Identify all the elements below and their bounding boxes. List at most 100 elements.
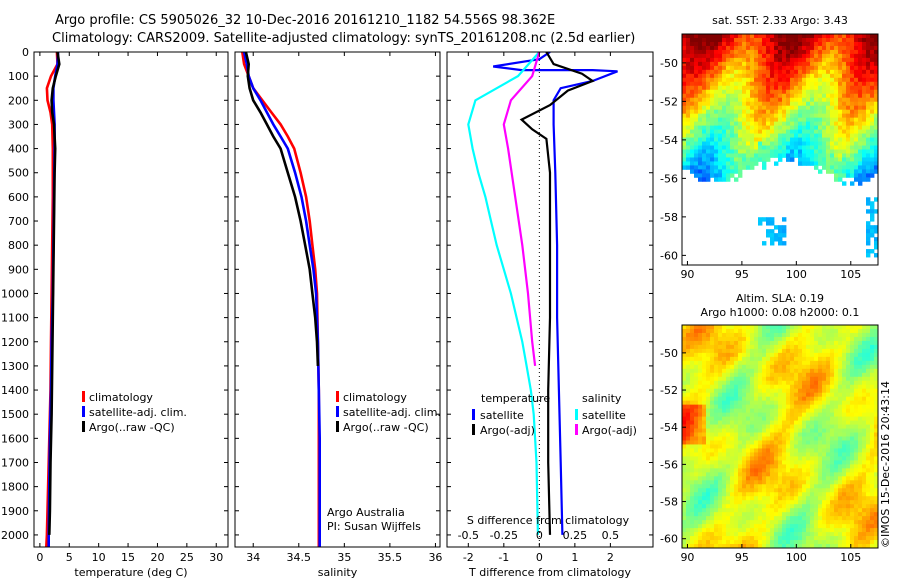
difference-xtick-label: -1 bbox=[498, 551, 509, 564]
map-ytick-label: -54 bbox=[660, 421, 678, 434]
depth-tick-label: 900 bbox=[8, 263, 29, 276]
legend-swatch bbox=[575, 409, 578, 420]
legend-label: Argo(..raw -QC) bbox=[89, 421, 175, 434]
legend-label: Argo(-adj) bbox=[480, 424, 535, 437]
legend-swatch bbox=[472, 424, 475, 435]
legend-swatch bbox=[336, 406, 339, 417]
legend-label: satellite-adj. clim. bbox=[343, 406, 441, 419]
sst-map-title: sat. SST: 2.33 Argo: 3.43 bbox=[712, 14, 848, 27]
depth-tick-label: 1800 bbox=[1, 481, 29, 494]
top-axis-tick-label: 0 bbox=[536, 529, 543, 542]
difference-frame bbox=[446, 51, 654, 548]
difference-panel: -2 -1 0 1 2 T difference from climatology S di… bbox=[446, 51, 654, 579]
map-xtick-label: 95 bbox=[735, 551, 749, 564]
legend-swatch bbox=[82, 391, 85, 402]
difference-xtick-label: 1 bbox=[571, 551, 578, 564]
legend-swatch bbox=[82, 406, 85, 417]
difference-xtick-label: -2 bbox=[463, 551, 474, 564]
temperature-xtick-label: 10 bbox=[92, 551, 106, 564]
legend-swatch bbox=[336, 421, 339, 432]
salinity-panel: 34 34.5 35 35.5 36 salinity climatology satelli… bbox=[234, 51, 442, 579]
salinity-xlabel: salinity bbox=[318, 566, 358, 579]
map-xtick-label: 105 bbox=[840, 551, 861, 564]
sst-map: sat. SST: 2.33 Argo: 3.43 90 95 100 105 -50 -… bbox=[660, 14, 879, 281]
legend-label: satellite-adj. clim. bbox=[89, 406, 187, 419]
difference-xtick-label: 0 bbox=[536, 551, 543, 564]
depth-tick-label: 1100 bbox=[1, 312, 29, 325]
sla-map-frame bbox=[681, 324, 879, 549]
legend-label: Argo(..raw -QC) bbox=[343, 421, 429, 434]
top-axis-tick-label: -0.5 bbox=[458, 529, 479, 542]
salinity-xtick-label: 35 bbox=[337, 551, 351, 564]
depth-tick-label: 200 bbox=[8, 94, 29, 107]
difference-series-1 bbox=[519, 52, 595, 535]
legend-swatch bbox=[82, 421, 85, 432]
map-ytick-label: -54 bbox=[660, 134, 678, 147]
map-ytick-label: -60 bbox=[660, 533, 678, 546]
sst-map-frame bbox=[681, 33, 879, 266]
depth-tick-label: 1500 bbox=[1, 408, 29, 421]
title-line-2: Climatology: CARS2009. Satellite-adjuste… bbox=[52, 31, 635, 46]
temperature-frame bbox=[33, 51, 229, 548]
temperature-xtick-label: 25 bbox=[180, 551, 194, 564]
map-ytick-label: -52 bbox=[660, 384, 678, 397]
depth-tick-label: 1200 bbox=[1, 336, 29, 349]
top-axis-tick-label: 0.25 bbox=[563, 529, 588, 542]
difference-series-0 bbox=[493, 52, 618, 535]
map-ytick-label: -58 bbox=[660, 211, 678, 224]
legend-swatch bbox=[336, 391, 339, 402]
title-line-1: Argo profile: CS 5905026_32 10-Dec-2016 … bbox=[55, 13, 555, 28]
salinity-series-1 bbox=[242, 52, 322, 547]
legend-label: Argo(-adj) bbox=[582, 424, 637, 437]
legend-label: satellite bbox=[582, 409, 626, 422]
depth-tick-label: 1700 bbox=[1, 456, 29, 469]
temperature-xtick-label: 5 bbox=[66, 551, 73, 564]
depth-tick-label: 1000 bbox=[1, 287, 29, 300]
salinity-annotation: PI: Susan Wijffels bbox=[327, 520, 421, 533]
depth-tick-label: 1600 bbox=[1, 432, 29, 445]
salinity-series-0 bbox=[241, 52, 321, 547]
imos-credit: ©IMOS 15-Dec-2016 20:43:14 bbox=[879, 381, 892, 548]
temperature-xlabel: temperature (deg C) bbox=[74, 566, 187, 579]
map-ytick-label: -52 bbox=[660, 95, 678, 108]
difference-series-2 bbox=[467, 52, 541, 535]
depth-tick-label: 1900 bbox=[1, 505, 29, 518]
depth-tick-label: 300 bbox=[8, 118, 29, 131]
map-ytick-label: -50 bbox=[660, 57, 678, 70]
temperature-xtick-label: 15 bbox=[121, 551, 135, 564]
legend-temperature-title: temperature bbox=[481, 392, 550, 405]
salinity-xtick-label: 34.5 bbox=[287, 551, 312, 564]
top-axis-title: S difference from climatology bbox=[467, 514, 630, 527]
legend-salinity-title: salinity bbox=[582, 392, 622, 405]
temperature-panel: 0 5 10 15 20 25 30 temperature (deg C) 0 100 200 30… bbox=[1, 46, 229, 579]
depth-tick-label: 800 bbox=[8, 239, 29, 252]
depth-tick-label: 400 bbox=[8, 143, 29, 156]
map-ytick-label: -56 bbox=[660, 458, 678, 471]
temperature-xtick-label: 30 bbox=[209, 551, 223, 564]
map-ytick-label: -50 bbox=[660, 347, 678, 360]
depth-tick-label: 2000 bbox=[1, 529, 29, 542]
depth-tick-label: 100 bbox=[8, 70, 29, 83]
legend-label: satellite bbox=[480, 409, 524, 422]
difference-series-3 bbox=[502, 52, 541, 367]
temperature-series-2 bbox=[48, 52, 61, 535]
salinity-xtick-label: 36 bbox=[428, 551, 442, 564]
legend-label: climatology bbox=[89, 391, 153, 404]
salinity-xtick-label: 35.5 bbox=[378, 551, 403, 564]
depth-tick-label: 700 bbox=[8, 215, 29, 228]
top-axis-tick-label: 0.5 bbox=[602, 529, 620, 542]
map-xtick-label: 100 bbox=[786, 551, 807, 564]
salinity-annotation: Argo Australia bbox=[327, 506, 405, 519]
sla-map: Altim. SLA: 0.19 Argo h1000: 0.08 h2000:… bbox=[660, 292, 879, 564]
map-xtick-label: 100 bbox=[786, 268, 807, 281]
sla-map-title-2: Argo h1000: 0.08 h2000: 0.1 bbox=[701, 306, 860, 319]
map-xtick-label: 90 bbox=[680, 551, 694, 564]
salinity-xtick-label: 34 bbox=[246, 551, 260, 564]
depth-tick-label: 1400 bbox=[1, 384, 29, 397]
temperature-xtick-label: 20 bbox=[150, 551, 164, 564]
top-axis-tick-label: -0.25 bbox=[490, 529, 518, 542]
sla-map-title-1: Altim. SLA: 0.19 bbox=[736, 292, 824, 305]
depth-tick-label: 600 bbox=[8, 191, 29, 204]
difference-xlabel: T difference from climatology bbox=[468, 566, 631, 579]
